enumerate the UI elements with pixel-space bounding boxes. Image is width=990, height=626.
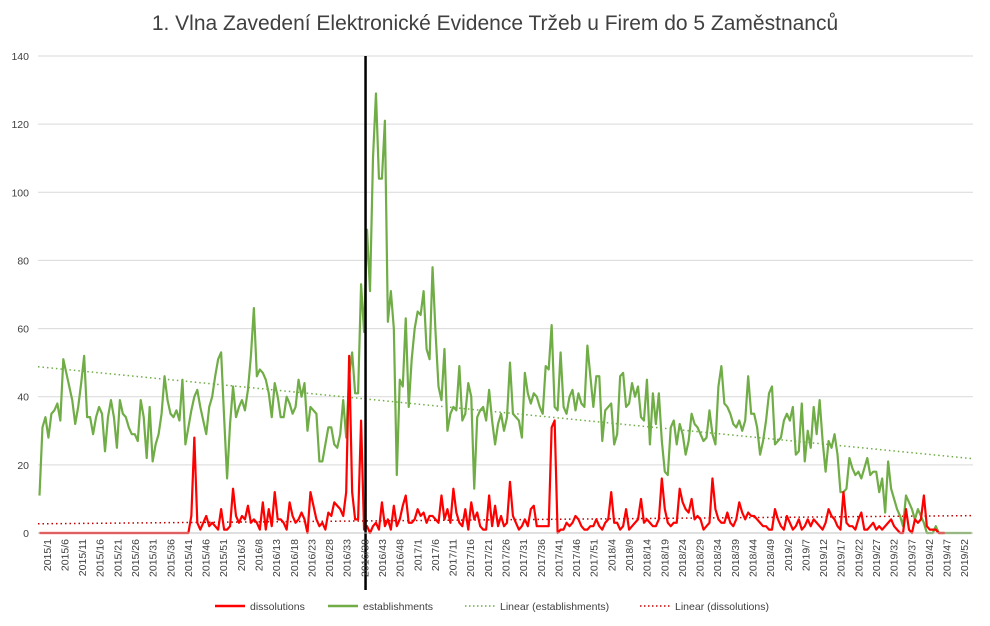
x-tick-label-18: 2016/38 (359, 539, 371, 577)
x-tick-label-13: 2016/13 (271, 539, 283, 577)
x-tick-label-40: 2018/44 (747, 539, 759, 577)
x-tick-label-8: 2015/41 (183, 539, 195, 577)
x-tick-label-23: 2017/11 (448, 539, 460, 576)
x-tick-label-44: 2019/12 (818, 539, 830, 577)
legend-label-linear-dissolutions: Linear (dissolutions) (675, 601, 769, 613)
y-tick-label-0: 0 (23, 528, 29, 540)
x-tick-label-51: 2019/47 (942, 539, 954, 577)
x-tick-label-5: 2015/26 (130, 539, 142, 577)
x-tick-label-34: 2018/14 (642, 539, 654, 577)
x-tick-label-2: 2015/11 (77, 539, 89, 576)
x-tick-label-0: 2015/1 (42, 539, 54, 571)
chart-title: 1. Vlna Zavedení Elektronické Evidence T… (152, 12, 838, 35)
x-tick-label-22: 2017/6 (430, 539, 442, 571)
x-tick-label-19: 2016/43 (377, 539, 389, 577)
x-tick-label-20: 2016/48 (395, 539, 407, 577)
x-tick-label-52: 2019/52 (959, 539, 971, 577)
y-tick-label-1: 20 (17, 460, 29, 472)
x-tick-label-45: 2019/17 (836, 539, 848, 577)
legend: dissolutions establishments Linear (establ… (215, 601, 769, 613)
trendline-dissolutions (37, 514, 974, 525)
x-tick-label-38: 2018/34 (712, 539, 724, 577)
y-tick-label-4: 80 (17, 255, 29, 267)
x-tick-label-36: 2018/24 (677, 539, 689, 577)
x-tick-label-6: 2015/31 (148, 539, 160, 577)
x-tick-label-41: 2018/49 (765, 539, 777, 577)
x-tick-label-4: 2015/21 (112, 539, 124, 577)
x-tick-label-39: 2018/39 (730, 539, 742, 577)
x-tick-label-47: 2019/27 (871, 539, 883, 577)
x-tick-label-1: 2015/6 (59, 539, 71, 571)
x-tick-label-35: 2018/19 (659, 539, 671, 577)
x-tick-label-12: 2016/8 (254, 539, 266, 571)
x-tick-label-3: 2015/16 (95, 539, 107, 577)
x-tick-label-16: 2016/28 (324, 539, 336, 577)
x-tick-label-15: 2016/23 (306, 539, 318, 577)
x-tick-label-43: 2019/7 (800, 539, 812, 571)
series-line-establishments (38, 92, 972, 535)
x-tick-label-32: 2018/4 (606, 539, 618, 571)
x-tick-label-30: 2017/46 (571, 539, 583, 577)
x-tick-label-33: 2018/9 (624, 539, 636, 571)
y-tick-label-7: 140 (11, 51, 29, 63)
x-tick-label-48: 2019/32 (889, 539, 901, 577)
y-tick-label-3: 60 (17, 324, 29, 336)
x-tick-label-46: 2019/22 (853, 539, 865, 577)
x-tick-label-7: 2015/36 (165, 539, 177, 577)
x-tick-label-50: 2019/42 (924, 539, 936, 577)
x-tick-label-27: 2017/31 (518, 539, 530, 577)
x-tick-label-49: 2019/37 (906, 539, 918, 577)
x-tick-label-25: 2017/21 (483, 539, 495, 577)
x-tick-label-42: 2019/2 (783, 539, 795, 571)
x-tick-label-17: 2016/33 (342, 539, 354, 577)
x-axis: 2015/1 2015/6 2015/11 2015/16 2015/21 2015/26… (38, 532, 973, 577)
x-tick-label-31: 2017/51 (589, 539, 601, 577)
legend-label-linear-establishments: Linear (establishments) (500, 601, 609, 613)
x-tick-label-14: 2016/18 (289, 539, 301, 577)
x-tick-label-37: 2018/29 (695, 539, 707, 577)
series-layer (37, 56, 974, 590)
series-line-dissolutions (39, 354, 945, 535)
x-tick-label-9: 2015/46 (201, 539, 213, 577)
x-tick-label-26: 2017/26 (501, 539, 513, 577)
legend-label-establishments: establishments (363, 601, 433, 613)
x-tick-label-10: 2015/51 (218, 539, 230, 577)
y-tick-label-2: 40 (17, 392, 29, 404)
x-tick-label-29: 2017/41 (553, 539, 565, 577)
y-axis-tick-labels: 0 20 40 60 80 100 120 140 (11, 51, 29, 540)
legend-label-dissolutions: dissolutions (250, 601, 305, 613)
x-tick-label-11: 2016/3 (236, 539, 248, 571)
y-tick-label-6: 120 (11, 119, 29, 131)
x-tick-label-21: 2017/1 (412, 539, 424, 571)
x-tick-label-24: 2017/16 (465, 539, 477, 577)
x-tick-label-28: 2017/36 (536, 539, 548, 577)
y-tick-label-5: 100 (11, 187, 29, 199)
